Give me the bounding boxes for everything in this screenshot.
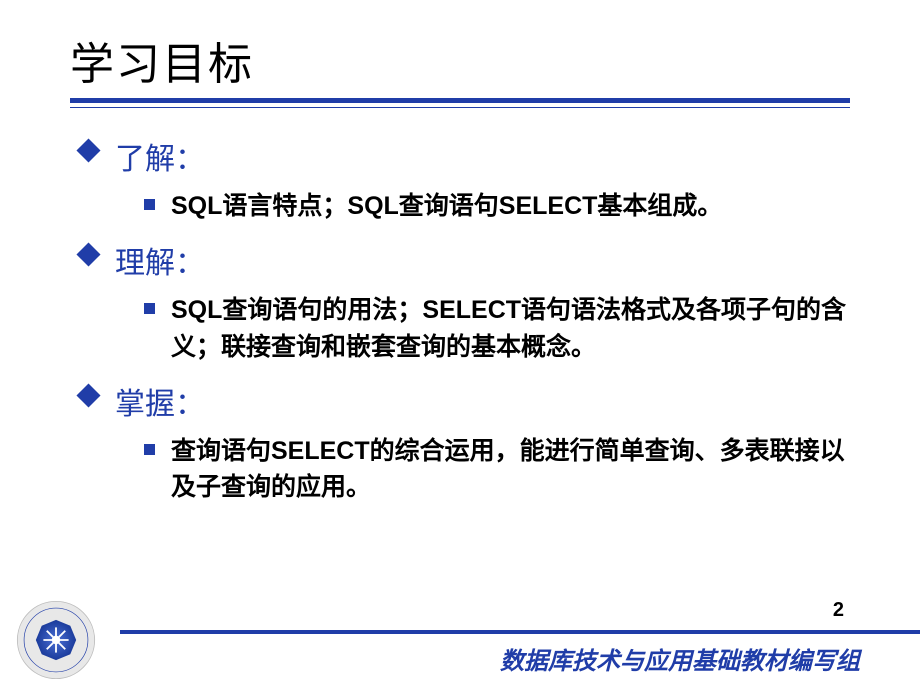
heading-text: 理解： [115,238,205,282]
bullet-l1: 了解： [76,134,850,178]
square-bullet-icon [144,444,155,455]
slide-title: 学习目标 [70,28,850,92]
body-text: SQL查询语句的用法；SELECT语句语法格式及各项子句的含义；联接查询和嵌套查… [171,292,850,365]
title-rule-thick [70,98,850,103]
heading-text: 掌握： [115,379,205,423]
page-number: 2 [833,599,844,622]
bullet-l1: 理解： [76,238,850,282]
title-rule-thin [70,107,850,108]
footer-text: 数据库技术与应用基础教材编写组 [500,641,860,676]
footer-rule [120,630,920,634]
bullet-l2: SQL语言特点；SQL查询语句SELECT基本组成。 [76,188,850,224]
body-text: 查询语句SELECT的综合运用，能进行简单查询、多表联接以及子查询的应用。 [171,433,850,506]
heading-text: 了解： [115,134,205,178]
square-bullet-icon [144,199,155,210]
diamond-bullet-icon [76,243,100,267]
bullet-l1: 掌握： [76,379,850,423]
square-bullet-icon [144,303,155,314]
slide-content: 了解： SQL语言特点；SQL查询语句SELECT基本组成。 理解： SQL查询… [70,134,850,505]
bullet-l2: SQL查询语句的用法；SELECT语句语法格式及各项子句的含义；联接查询和嵌套查… [76,292,850,365]
diamond-bullet-icon [76,383,100,407]
university-logo-icon [14,598,98,682]
diamond-bullet-icon [76,138,100,162]
body-text: SQL语言特点；SQL查询语句SELECT基本组成。 [171,188,722,224]
bullet-l2: 查询语句SELECT的综合运用，能进行简单查询、多表联接以及子查询的应用。 [76,433,850,506]
